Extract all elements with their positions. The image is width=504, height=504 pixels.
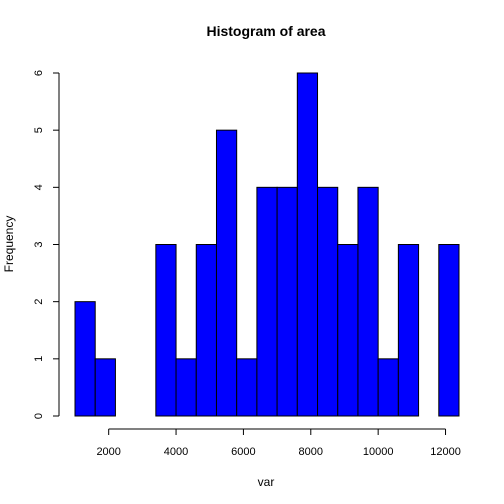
x-tick-label: 8000 [299,446,323,458]
histogram-bar-4 [155,244,177,417]
x-tick-label: 2000 [96,446,120,458]
chart-title: Histogram of area [206,23,325,39]
x-tick-label: 12000 [430,446,461,458]
histogram-bar-14 [357,186,379,417]
x-axis-ticks: 2000 4000 6000 8000 10000 12000 [96,429,461,458]
histogram-bar-10 [276,186,298,417]
y-axis-ticks: 0 1 2 3 4 5 6 [33,70,59,419]
histogram-bar-18 [438,244,460,417]
histogram-bar-5 [175,358,197,417]
y-tick-label: 2 [33,299,45,305]
x-tick-label: 6000 [231,446,255,458]
histogram-bar-13 [337,244,359,417]
histogram-bar-15 [377,358,399,417]
y-tick-label: 3 [33,241,45,247]
y-axis-label: Frequency [2,216,16,273]
x-tick-label: 4000 [164,446,188,458]
histogram-bar-8 [236,358,258,417]
y-tick-label: 4 [33,184,45,190]
histogram-bar-1 [94,358,116,417]
histogram-bar-9 [256,186,278,417]
histogram-bar-0 [74,301,96,417]
bars-group [74,72,460,417]
histogram-bar-12 [317,186,339,417]
histogram-bar-7 [215,129,238,417]
y-tick-label: 5 [33,127,45,133]
x-axis-label: var [258,475,275,489]
histogram-bar-11 [296,72,319,417]
x-tick-label: 10000 [363,446,394,458]
histogram-bar-16 [397,244,420,417]
y-tick-label: 6 [33,70,45,76]
histogram-bar-6 [195,244,217,417]
y-tick-label: 1 [33,356,45,362]
y-tick-label: 0 [33,413,45,419]
